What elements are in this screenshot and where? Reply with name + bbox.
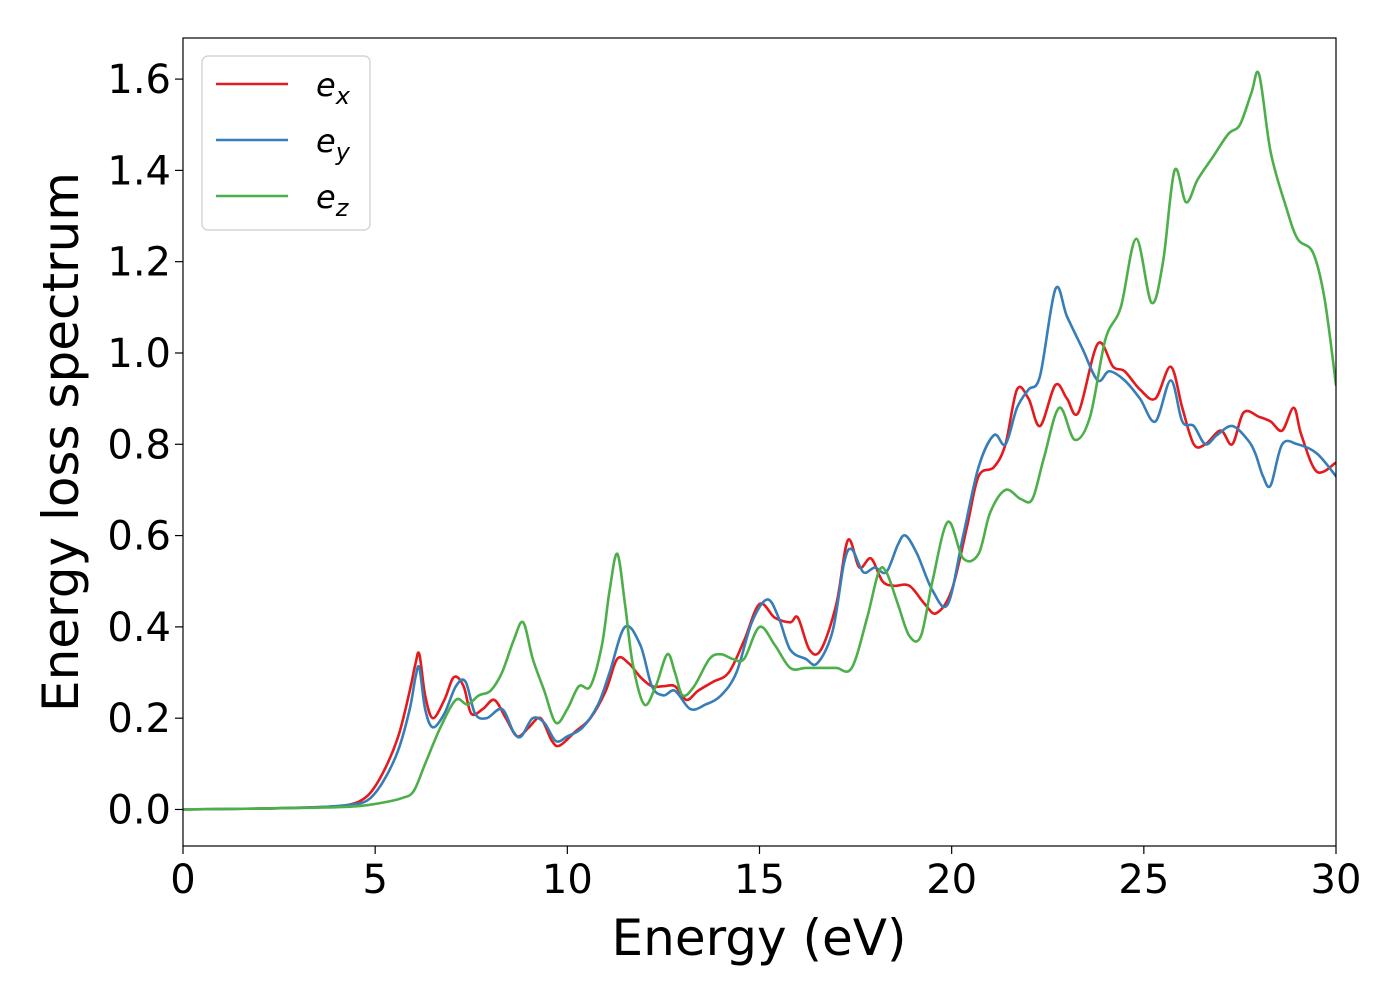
legend-label-y: ey	[316, 122, 351, 166]
series-line-y	[183, 285, 1336, 811]
y-axis: 0.0 0.2 0.4 0.6 0.8 1.0 1.2 1.4 1.6	[107, 57, 183, 833]
y-axis-title: Energy loss spectrum	[32, 172, 90, 712]
x-tick-label: 10	[542, 857, 593, 903]
y-tick-label: 1.4	[107, 148, 171, 194]
legend-label-z: ez	[316, 178, 350, 222]
series-layer	[183, 70, 1336, 811]
y-tick-label: 0.6	[107, 514, 171, 560]
y-tick-label: 0.2	[107, 696, 171, 742]
legend-label-subscript: z	[335, 194, 350, 222]
x-tick-label: 0	[170, 857, 195, 903]
y-tick-label: 1.2	[107, 240, 171, 286]
legend-label-base: e	[316, 66, 336, 104]
x-tick-label: 15	[734, 857, 785, 903]
y-tick-label: 1.6	[107, 57, 171, 103]
x-axis-title: Energy (eV)	[612, 909, 907, 967]
y-tick-label: 0.0	[107, 787, 171, 833]
x-tick-label: 30	[1311, 857, 1362, 903]
x-tick-label: 20	[926, 857, 977, 903]
legend-label-subscript: y	[335, 138, 351, 166]
legend-label-base: e	[316, 122, 336, 160]
x-axis: 0 5 10 15 20 25 30	[170, 846, 1361, 903]
legend-label-x: ex	[316, 66, 351, 110]
legend-label-subscript: x	[335, 82, 351, 110]
y-tick-label: 0.8	[107, 422, 171, 468]
y-tick-label: 0.4	[107, 605, 171, 651]
legend-frame	[201, 55, 371, 231]
x-tick-label: 5	[362, 857, 387, 903]
series-line-z	[183, 70, 1336, 811]
y-tick-label: 1.0	[107, 331, 171, 377]
legend-label-base: e	[316, 178, 336, 216]
x-tick-label: 25	[1118, 857, 1169, 903]
